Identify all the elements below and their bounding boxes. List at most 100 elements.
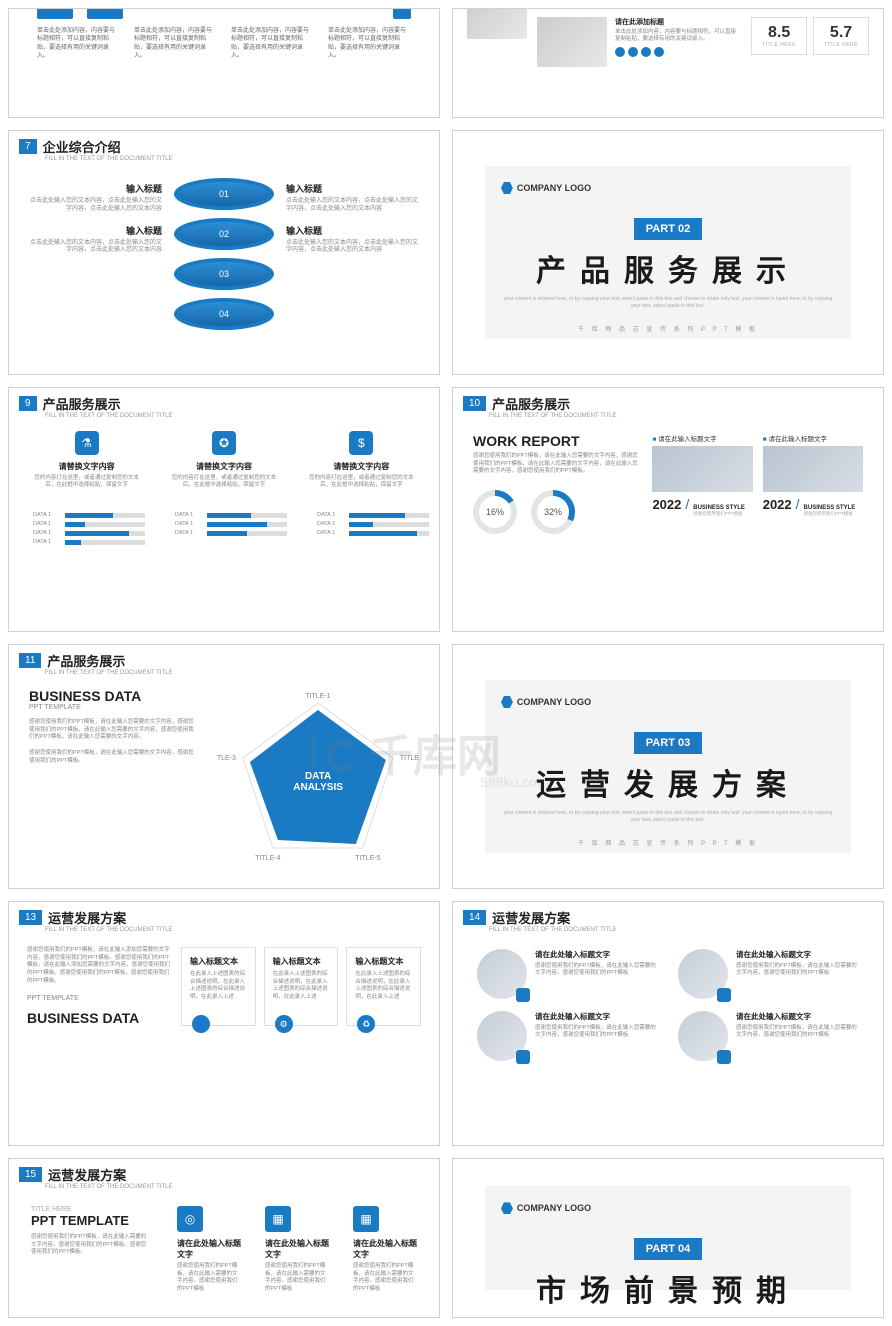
score-box: 5.7 TITLE HERE — [813, 17, 869, 55]
hex-icon — [501, 182, 513, 194]
card-icon: ♻ — [357, 1015, 375, 1033]
card: 输入标题文本在此录入上述图表的综合描述说明，在此录入上述图表的综合描述说明，在此… — [264, 947, 339, 1026]
body-text: 感谢您使用我们的PPT模板，请在此输入您需要的文字内容，感谢您使用我们的PPT模… — [29, 719, 197, 742]
square-icon: ▦ — [353, 1206, 379, 1232]
ring: 04 — [174, 298, 274, 330]
body-text: 感谢您使用我们的PPT模板，请在此输入添加您需要的文字内容，感谢您使用我们的PP… — [27, 947, 171, 985]
ring-text: 点击此处输入您的文本内容，点击此处输入您的文字内容，点击此处输入您的文本内容 — [29, 198, 162, 214]
hex-icon — [501, 696, 513, 708]
ring-label: 输入标题 — [286, 224, 419, 237]
slide-14: 14 运营发展方案 FILL IN THE TEXT OF THE DOCUME… — [452, 901, 884, 1146]
ring-text: 点击此处输入您的文本内容，点击此处输入您的文字内容，点击此处输入您的文本内容 — [286, 240, 419, 256]
donut-chart: 32% — [531, 490, 575, 534]
money-icon: $ — [349, 431, 373, 455]
axis-label: TITLE-2 — [400, 755, 419, 762]
icon-box — [393, 8, 411, 19]
badge-icon — [641, 47, 651, 57]
slide-11: 11 产品服务展示 FILL IN THE TEXT OF THE DOCUME… — [8, 644, 440, 889]
card-title: 请在此输入标题文字 — [652, 433, 752, 443]
slide-13: 13 运营发展方案 FILL IN THE TEXT OF THE DOCUME… — [8, 901, 440, 1146]
card-icon: 👤 — [192, 1015, 210, 1033]
feature-col: ⚗ 请替换文字内容 您的内容打在这里，或者通过复制您的文本后，在此框中选择粘贴，… — [33, 431, 140, 489]
business-data-heading: BUSINESS DATA — [29, 688, 197, 704]
flask-icon: ⚗ — [75, 431, 99, 455]
year-card: 请在此输入标题文字 2022/BUSINESS STYLE感谢您使用我们PPT模… — [763, 433, 863, 534]
feature-col: ✪ 请替换文字内容 您的内容打在这里，或者通过复制您的文本后，在此框中选择粘贴，… — [170, 431, 277, 489]
work-report-heading: WORK REPORT — [473, 433, 638, 449]
feature-desc: 您的内容打在这里，或者通过复制您的文本后，在此框中选择粘贴，保留文字 — [170, 475, 277, 489]
body-text: 感谢您使用我们的PPT模板，请在此输入您需要的文字内容，感谢您使用我们的PPT模… — [473, 453, 638, 476]
slide-title: 运营发展方案 — [48, 1165, 126, 1184]
badge-icon — [628, 47, 638, 57]
slide-1: 单击此处添加内容，内容要与标题相符，可以直接复制粘贴，要选择有用的关键词录入。 … — [8, 8, 440, 118]
radar-center-label: DATAANALYSIS — [217, 771, 419, 793]
feature-title: 请替换文字内容 — [33, 461, 140, 472]
slide-title: 产品服务展示 — [492, 394, 570, 413]
slide-7: 7 企业综合介绍 FILL IN THE TEXT OF THE DOCUMEN… — [8, 130, 440, 375]
placeholder-image — [467, 8, 527, 39]
body-text: 感谢您使用我们的PPT模板，请在此输入您需要的文字内容，感谢您使用我们的PPT模… — [29, 750, 197, 765]
score-value: 5.7 — [824, 24, 858, 42]
slide-9: 9 产品服务展示 FILL IN THE TEXT OF THE DOCUMEN… — [8, 387, 440, 632]
body-text: 感谢您使用我们的PPT模板，请在此输入需要的文字内容，感谢您使用我们的PPT模板… — [31, 1234, 151, 1257]
slide-title: 运营发展方案 — [492, 908, 570, 927]
text-col: 单击此处添加内容，内容要与标题相符，可以直接复制粘贴，要选择有用的关键词录入。 — [37, 27, 120, 61]
ring: 01 — [174, 178, 274, 210]
slide-title: 企业综合介绍 — [43, 137, 121, 156]
circle-image — [678, 949, 728, 999]
ppt-template-label: PPT TEMPLATE — [27, 995, 171, 1002]
ring-label: 输入标题 — [286, 182, 419, 195]
col: ▦请在此处输入标题文字感谢您使用我们的PPT模板，请在此输入需要的文字内容，感谢… — [265, 1206, 329, 1294]
card-icon: ⚙ — [275, 1015, 293, 1033]
part-badge: PART 04 — [634, 1238, 702, 1260]
slide-grid: 单击此处添加内容，内容要与标题相符，可以直接复制粘贴，要选择有用的关键词录入。 … — [0, 0, 892, 1326]
slide-number: 10 — [463, 396, 486, 411]
hex-icon — [501, 1202, 513, 1214]
placeholder-image — [537, 17, 607, 67]
bar-grid: DATA 1DATA 1DATA 1DATA 1DATA 1DATA 1DATA… — [9, 501, 439, 556]
year: 2022 — [652, 497, 681, 512]
square-icon: ▦ — [265, 1206, 291, 1232]
corner-badge-icon — [717, 988, 731, 1002]
slide-title: 产品服务展示 — [47, 651, 125, 670]
slide-number: 11 — [19, 653, 41, 668]
ppt-template-label: PPT TEMPLATE — [29, 704, 197, 711]
score-label: TITLE HERE — [762, 42, 796, 48]
part-badge: PART 03 — [634, 732, 702, 754]
score-value: 8.5 — [762, 24, 796, 42]
corner-badge-icon — [717, 1050, 731, 1064]
radar-chart: TITLE-1 TITLE-2 TITLE-5 TITLE-4 TITLE-3 … — [217, 688, 419, 868]
axis-label: TITLE-5 — [355, 855, 380, 862]
ring-label: 输入标题 — [29, 182, 162, 195]
card-subtext: 感谢您使用我们PPT模板 — [693, 511, 745, 517]
company-logo: COMPANY LOGO — [501, 1202, 835, 1214]
feature-title: 请替换文字内容 — [308, 461, 415, 472]
section-title: 产品服务展示 — [501, 246, 835, 290]
slide-part4: COMPANY LOGO PART 04 市场前景预期 — [452, 1158, 884, 1318]
corner-badge-icon — [516, 1050, 530, 1064]
donut-value: 32% — [544, 507, 562, 517]
feature-col: $ 请替换文字内容 您的内容打在这里，或者通过复制您的文本后，在此框中选择粘贴，… — [308, 431, 415, 489]
grid-body: 请在此处输入标题文字感谢您使用我们的PPT模板，请在此输入您需要的文字内容，感谢… — [453, 933, 883, 1077]
square-icon: ◎ — [177, 1206, 203, 1232]
year-card: 请在此输入标题文字 2022/BUSINESS STYLE感谢您使用我们PPT模… — [652, 433, 752, 534]
title-here-label: TITLE HERE — [31, 1206, 151, 1213]
icon-box — [87, 8, 123, 19]
corner-badge-icon — [516, 988, 530, 1002]
ring: 02 — [174, 218, 274, 250]
logo-text: COMPANY LOGO — [517, 697, 591, 707]
section-title: 市场前景预期 — [501, 1266, 835, 1310]
section-title: 运营发展方案 — [501, 760, 835, 804]
slide-part3: COMPANY LOGO PART 03 运营发展方案 your content… — [452, 644, 884, 889]
slide-number: 9 — [19, 396, 37, 411]
company-logo: COMPANY LOGO — [501, 696, 835, 708]
card-row: 输入标题文本在此录入上述图表的综合描述说明，在此录入上述图表的综合描述说明，在此… — [181, 947, 421, 1026]
grid-item: 请在此处输入标题文字感谢您使用我们的PPT模板，请在此输入您需要的文字内容，感谢… — [477, 949, 658, 999]
section-footer: 千 库 网 品 志 宣 传 系 列 P P T 模 板 — [501, 324, 835, 333]
ring-text: 点击此处输入您的文本内容，点击此处输入您的文字内容，点击此处输入您的文本内容 — [29, 240, 162, 256]
slide-number: 15 — [19, 1167, 42, 1182]
grid-item: 请在此处输入标题文字感谢您使用我们的PPT模板，请在此输入您需要的文字内容，感谢… — [678, 1011, 859, 1061]
badge-row — [615, 47, 741, 57]
text-col: 单击此处添加内容，内容要与标题相符，可以直接复制粘贴，要选择有用的关键词录入。 — [231, 27, 314, 61]
score-label: TITLE HERE — [824, 42, 858, 48]
